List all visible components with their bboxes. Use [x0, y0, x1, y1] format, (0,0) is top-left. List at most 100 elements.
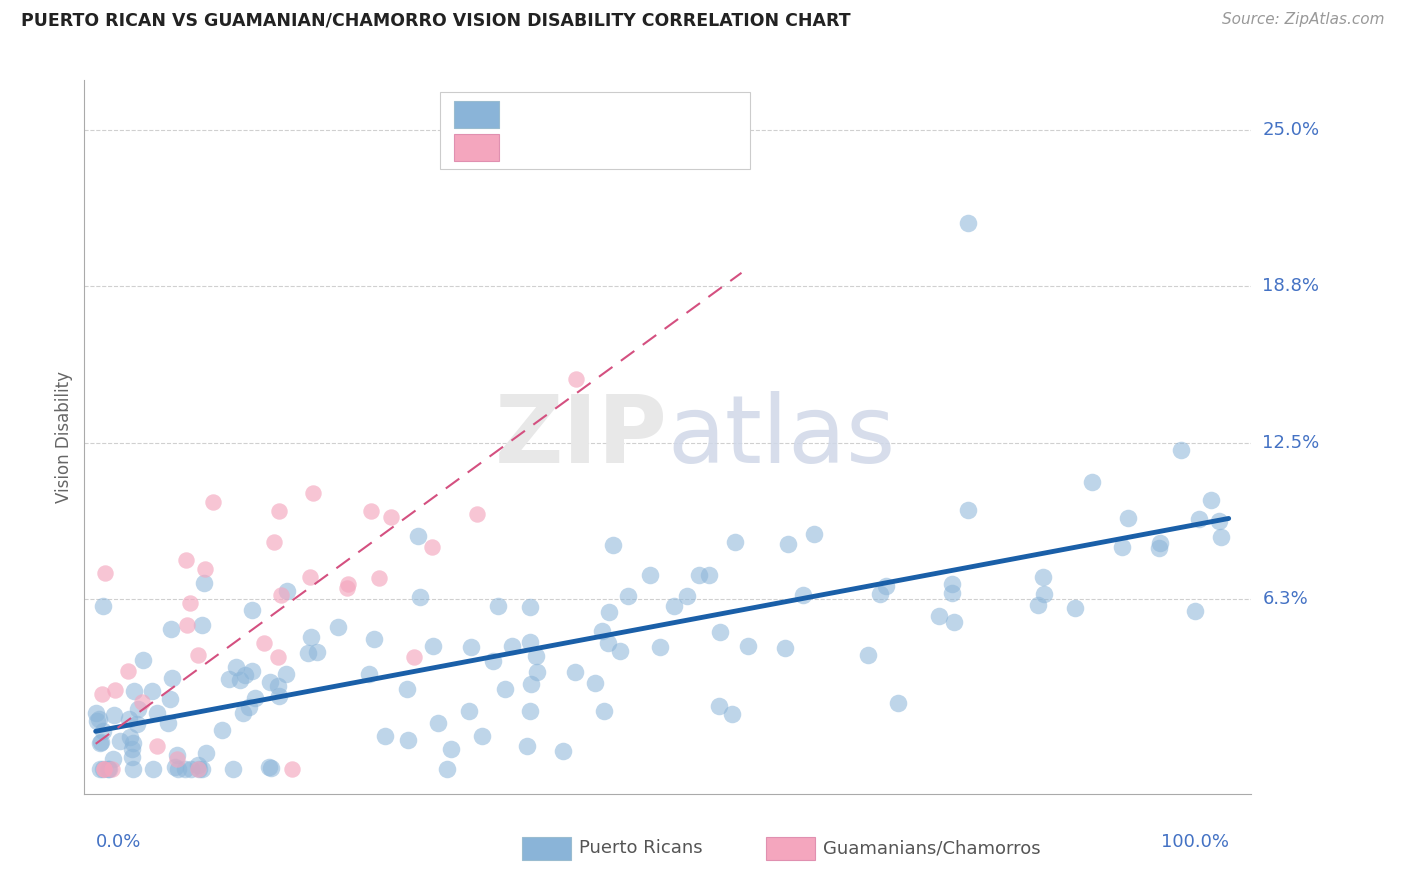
Point [465, 507, 488, 521]
Point [166, 751, 188, 765]
Point [1028, 598, 1050, 612]
Text: ZIP: ZIP [495, 391, 668, 483]
Text: 25.0%: 25.0% [1263, 121, 1320, 139]
Text: R =: R = [513, 138, 543, 156]
Point [494, 681, 516, 696]
Point [269, 689, 291, 703]
Point [1209, 530, 1232, 544]
Point [440, 742, 463, 756]
Point [724, 535, 747, 549]
Point [721, 707, 744, 722]
Point [875, 579, 897, 593]
Point [90, 687, 112, 701]
Text: Puerto Ricans: Puerto Ricans [579, 839, 703, 857]
Text: N =: N = [630, 105, 661, 123]
Point [131, 695, 153, 709]
Point [737, 639, 759, 653]
Text: 0.427: 0.427 [561, 138, 614, 156]
Point [1147, 541, 1170, 556]
Point [121, 749, 143, 764]
Point [336, 581, 359, 595]
Point [941, 577, 963, 591]
Text: N =: N = [630, 138, 661, 156]
Point [259, 675, 281, 690]
Point [501, 639, 523, 653]
Point [460, 640, 482, 655]
Point [103, 707, 125, 722]
Point [121, 742, 143, 756]
Point [274, 666, 297, 681]
Point [193, 576, 215, 591]
Text: PUERTO RICAN VS GUAMANIAN/CHAMORRO VISION DISABILITY CORRELATION CHART: PUERTO RICAN VS GUAMANIAN/CHAMORRO VISIO… [21, 12, 851, 29]
Point [486, 599, 509, 613]
Point [602, 538, 624, 552]
Point [118, 731, 141, 745]
Point [101, 752, 124, 766]
Point [122, 762, 145, 776]
Point [675, 589, 697, 603]
Point [132, 653, 155, 667]
Point [146, 739, 169, 754]
Point [697, 567, 720, 582]
Point [457, 705, 479, 719]
Text: 100.0%: 100.0% [1161, 833, 1229, 851]
Point [94, 566, 117, 580]
Point [240, 603, 263, 617]
Bar [766, 837, 815, 860]
Point [121, 735, 143, 749]
Point [260, 761, 283, 775]
Point [1116, 511, 1139, 525]
Point [91, 724, 114, 739]
Point [297, 646, 319, 660]
Point [229, 673, 252, 687]
Point [1032, 570, 1054, 584]
Point [84, 706, 107, 720]
Point [142, 762, 165, 776]
Point [520, 677, 543, 691]
Point [97, 762, 120, 776]
Point [709, 625, 731, 640]
Point [360, 504, 382, 518]
Point [146, 706, 169, 721]
Point [943, 615, 966, 629]
Point [803, 527, 825, 541]
Text: Guamanians/Chamorros: Guamanians/Chamorros [823, 839, 1040, 857]
Point [180, 762, 202, 776]
Point [117, 664, 139, 678]
Point [526, 665, 548, 680]
Point [104, 683, 127, 698]
Text: 12.5%: 12.5% [1263, 434, 1320, 452]
Point [87, 712, 110, 726]
Point [337, 576, 360, 591]
Point [174, 553, 197, 567]
Point [173, 762, 195, 776]
Point [188, 762, 211, 776]
Point [519, 635, 541, 649]
Point [253, 636, 276, 650]
Point [553, 744, 575, 758]
Point [1188, 512, 1211, 526]
Point [232, 706, 254, 721]
Point [281, 762, 304, 776]
Point [125, 717, 148, 731]
Point [593, 705, 616, 719]
Point [122, 684, 145, 698]
Point [1063, 600, 1085, 615]
Point [299, 630, 322, 644]
Point [928, 608, 950, 623]
Point [141, 683, 163, 698]
Point [218, 672, 240, 686]
Point [166, 747, 188, 762]
Point [267, 503, 290, 517]
Point [233, 668, 256, 682]
Point [374, 729, 396, 743]
Point [225, 660, 247, 674]
Point [869, 586, 891, 600]
Point [194, 561, 217, 575]
Point [127, 702, 149, 716]
Point [1080, 475, 1102, 489]
Point [187, 648, 209, 662]
Text: R =: R = [513, 105, 543, 123]
Point [191, 617, 214, 632]
Point [598, 605, 620, 619]
